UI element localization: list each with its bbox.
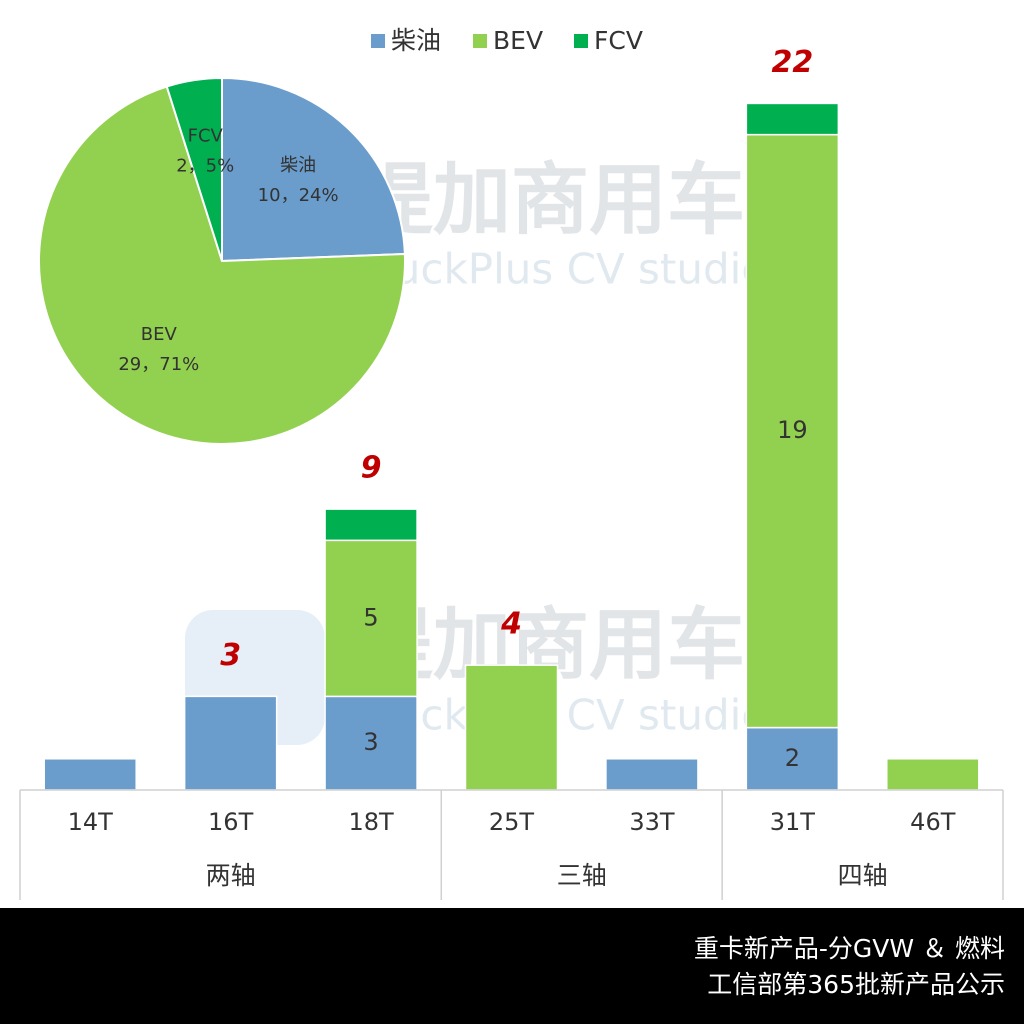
data-label: 2 bbox=[785, 744, 800, 772]
x-tick-label: 18T bbox=[348, 808, 394, 836]
legend-label: BEV bbox=[493, 26, 543, 55]
bar-segment bbox=[324, 539, 418, 698]
bar-segment bbox=[324, 695, 418, 791]
bar-segment bbox=[605, 758, 699, 791]
footer-line: 工信部第365批新产品公示 bbox=[707, 970, 1005, 999]
legend-label: FCV bbox=[594, 26, 643, 55]
x-tick-label: 31T bbox=[770, 808, 816, 836]
pie-label-value: 10，24% bbox=[258, 185, 339, 206]
group-label: 三轴 bbox=[557, 861, 607, 890]
bar-segment bbox=[745, 726, 840, 791]
x-tick-label: 25T bbox=[489, 808, 535, 836]
watermark-subtitle: TruckPlus CV studio bbox=[356, 691, 767, 740]
group-label: 四轴 bbox=[838, 861, 888, 890]
legend-swatch bbox=[371, 34, 385, 48]
bar-segment bbox=[745, 102, 840, 136]
x-tick-label: 46T bbox=[910, 808, 956, 836]
footer-band bbox=[0, 908, 1024, 1024]
data-label: 5 bbox=[363, 603, 378, 631]
pie-label-name: FCV bbox=[188, 125, 224, 146]
total-label: 22 bbox=[771, 45, 813, 80]
pie-label-value: 29，71% bbox=[118, 354, 199, 375]
total-label: 9 bbox=[361, 451, 382, 486]
bar-segment bbox=[324, 508, 418, 542]
x-tick-label: 16T bbox=[208, 808, 254, 836]
total-label: 4 bbox=[500, 607, 522, 642]
bar-segment bbox=[464, 664, 559, 791]
bar-segment bbox=[886, 758, 980, 791]
pie-slice bbox=[221, 76, 406, 263]
bar-segment bbox=[183, 695, 278, 791]
pie-label-name: 柴油 bbox=[280, 155, 316, 176]
legend-swatch bbox=[574, 34, 588, 48]
bar-segment bbox=[43, 758, 137, 791]
data-label: 3 bbox=[363, 728, 378, 756]
total-label: 3 bbox=[220, 638, 241, 673]
data-label: 19 bbox=[777, 416, 808, 444]
pie-label-value: 2，5% bbox=[176, 155, 234, 176]
x-tick-label: 14T bbox=[68, 808, 114, 836]
watermark-subtitle: TruckPlus CV studio bbox=[356, 245, 767, 294]
bar-segment bbox=[745, 133, 840, 729]
pie-slice bbox=[165, 76, 223, 262]
watermark-title: 提加商用车 bbox=[355, 155, 745, 245]
pie-label-name: BEV bbox=[141, 324, 178, 345]
footer-line: 重卡新产品-分GVW ＆ 燃料 bbox=[694, 934, 1005, 963]
pie-slice bbox=[38, 85, 406, 445]
x-tick-label: 33T bbox=[629, 808, 675, 836]
group-label: 两轴 bbox=[206, 861, 256, 890]
legend-swatch bbox=[473, 34, 487, 48]
legend-label: 柴油 bbox=[391, 26, 441, 55]
